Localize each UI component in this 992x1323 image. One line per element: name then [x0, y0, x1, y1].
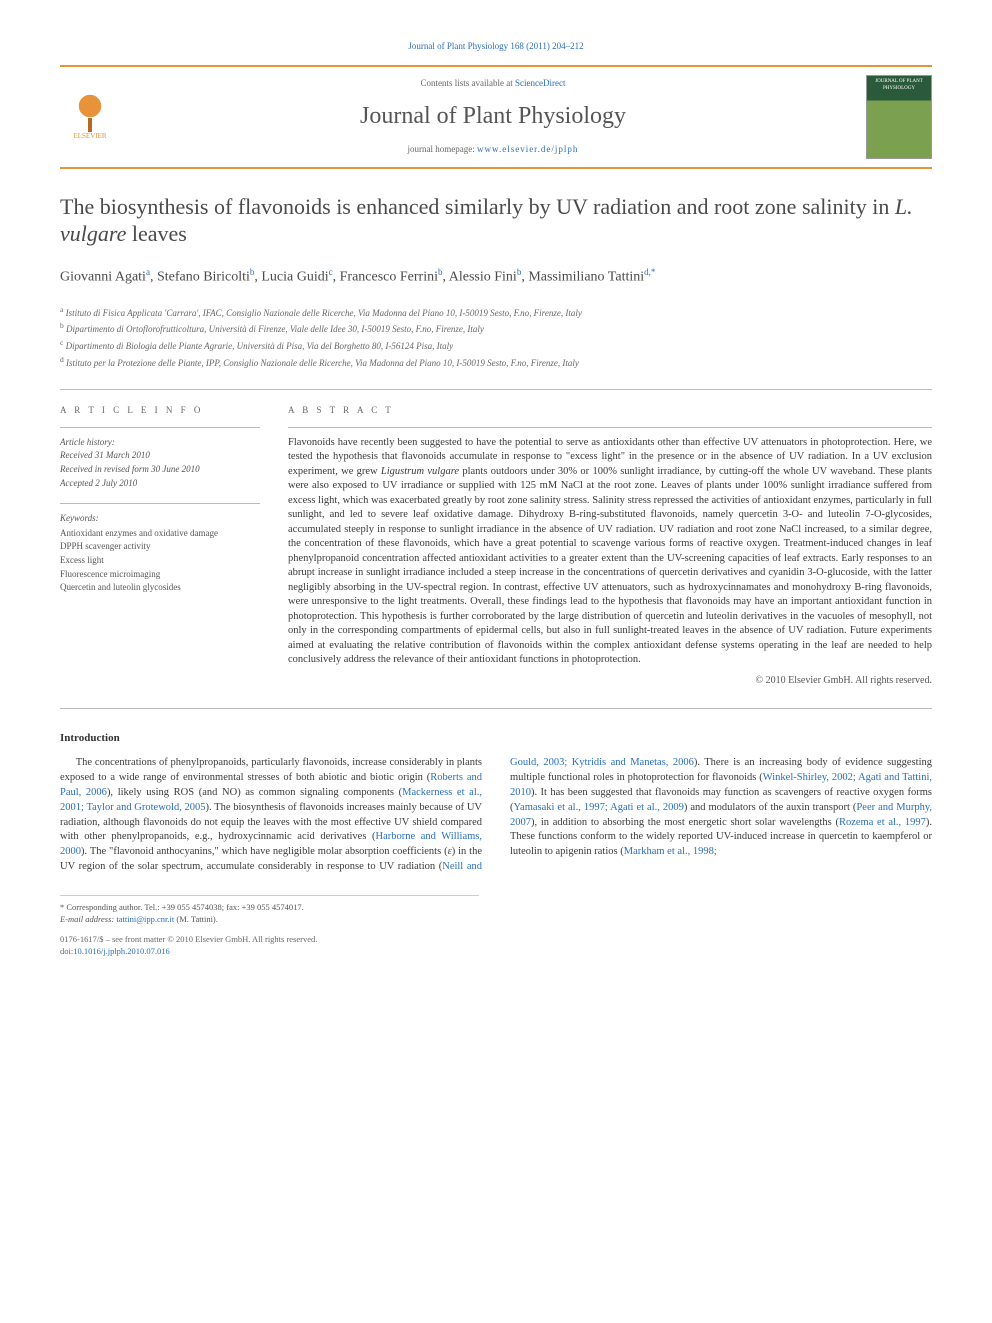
- homepage-line: journal homepage: www.elsevier.de/jplph: [132, 143, 854, 156]
- keyword: Excess light: [60, 554, 260, 567]
- body-two-columns: The concentrations of phenylpropanoids, …: [60, 756, 932, 875]
- author: Lucia Guidi: [261, 269, 328, 284]
- body-text: ). The "flavonoid anthocyanins," which h…: [81, 846, 448, 857]
- homepage-link[interactable]: www.elsevier.de/jplph: [477, 144, 578, 154]
- contents-line: Contents lists available at ScienceDirec…: [132, 77, 854, 90]
- author-affil-sup: b: [438, 267, 443, 277]
- corresponding-star: *: [651, 267, 656, 277]
- citation-link[interactable]: Yamasaki et al., 1997; Agati et al., 200…: [514, 802, 684, 813]
- abstract-text: Flavonoids have recently been suggested …: [288, 436, 932, 668]
- author-affil-sup: c: [329, 267, 333, 277]
- keyword: Quercetin and luteolin glycosides: [60, 581, 260, 594]
- doi-label: doi:: [60, 946, 73, 956]
- sciencedirect-link[interactable]: ScienceDirect: [515, 78, 565, 88]
- doi-line: doi:10.1016/j.jplph.2010.07.016: [60, 946, 932, 958]
- title-text-pre: The biosynthesis of flavonoids is enhanc…: [60, 194, 895, 219]
- abstract-italic: Ligustrum vulgare: [381, 466, 459, 477]
- body-text: The concentrations of phenylpropanoids, …: [60, 757, 482, 783]
- journal-title: Journal of Plant Physiology: [132, 100, 854, 134]
- author-affil-sup: b: [250, 267, 255, 277]
- affil-text: Dipartimento di Biologia delle Piante Ag…: [66, 341, 454, 351]
- author: Massimiliano Tattini: [528, 269, 644, 284]
- author: Francesco Ferrini: [340, 269, 438, 284]
- keyword: Fluorescence microimaging: [60, 568, 260, 581]
- article-info-column: A R T I C L E I N F O Article history: R…: [60, 404, 260, 687]
- affiliation: c Dipartimento di Biologia delle Piante …: [60, 338, 932, 353]
- author-affil-sup: d,: [644, 267, 651, 277]
- history-received: Received 31 March 2010: [60, 449, 260, 462]
- email-line: E-mail address: tattini@ipp.cnr.it (M. T…: [60, 914, 479, 926]
- divider: [60, 427, 260, 428]
- body-text: ) and modulators of the auxin transport …: [684, 802, 857, 813]
- author-affil-sup: a: [146, 267, 150, 277]
- article-title: The biosynthesis of flavonoids is enhanc…: [60, 193, 932, 248]
- runhead-journal-link[interactable]: Journal of Plant Physiology 168 (2011) 2…: [408, 41, 583, 51]
- journal-cover-thumbnail[interactable]: JOURNAL OF PLANT PHYSIOLOGY: [866, 75, 932, 159]
- history-label: Article history:: [60, 436, 260, 449]
- title-text-post: leaves: [126, 221, 186, 246]
- divider: [288, 427, 932, 428]
- abstract-head: A B S T R A C T: [288, 404, 932, 417]
- affil-text: Dipartimento di Ortoflorofrutticoltura, …: [66, 324, 484, 334]
- abstract-copyright: © 2010 Elsevier GmbH. All rights reserve…: [288, 674, 932, 688]
- affil-text: Istituto per la Protezione delle Piante,…: [66, 358, 579, 368]
- divider: [60, 708, 932, 709]
- divider: [60, 503, 260, 504]
- author: Stefano Biricolti: [157, 269, 250, 284]
- affiliation: d Istituto per la Protezione delle Piant…: [60, 355, 932, 370]
- abstract-part: plants outdoors under 30% or 100% sunlig…: [288, 466, 932, 665]
- author: Alessio Fini: [449, 269, 517, 284]
- affiliations: a Istituto di Fisica Applicata 'Carrara'…: [60, 305, 932, 369]
- article-history: Article history: Received 31 March 2010 …: [60, 436, 260, 489]
- divider: [60, 389, 932, 390]
- elsevier-logo: ELSEVIER: [60, 82, 120, 152]
- affiliation: a Istituto di Fisica Applicata 'Carrara'…: [60, 305, 932, 320]
- citation-link[interactable]: Rozema et al., 1997: [839, 817, 926, 828]
- body-text: ), likely using ROS (and NO) as common s…: [107, 787, 402, 798]
- email-label: E-mail address:: [60, 914, 116, 924]
- cover-label: JOURNAL OF PLANT PHYSIOLOGY: [875, 79, 923, 91]
- elsevier-tree-icon: [72, 92, 108, 132]
- info-abstract-row: A R T I C L E I N F O Article history: R…: [60, 404, 932, 687]
- citation-link[interactable]: Markham et al., 1998;: [624, 846, 717, 857]
- abstract-column: A B S T R A C T Flavonoids have recently…: [288, 404, 932, 687]
- running-head: Journal of Plant Physiology 168 (2011) 2…: [60, 40, 932, 53]
- author-list: Giovanni Agatia, Stefano Biricoltib, Luc…: [60, 266, 932, 287]
- journal-banner: ELSEVIER Contents lists available at Sci…: [60, 65, 932, 169]
- body-text: ), in addition to absorbing the most ene…: [531, 817, 839, 828]
- intro-paragraph: The concentrations of phenylpropanoids, …: [60, 756, 932, 875]
- homepage-prefix: journal homepage:: [408, 144, 477, 154]
- banner-center: Contents lists available at ScienceDirec…: [132, 77, 854, 156]
- page: Journal of Plant Physiology 168 (2011) 2…: [0, 0, 992, 998]
- affiliation: b Dipartimento di Ortoflorofrutticoltura…: [60, 321, 932, 336]
- page-footer: 0176-1617/$ – see front matter © 2010 El…: [60, 934, 932, 958]
- email-link[interactable]: tattini@ipp.cnr.it: [116, 914, 174, 924]
- article-info-head: A R T I C L E I N F O: [60, 404, 260, 417]
- keywords-block: Keywords: Antioxidant enzymes and oxidat…: [60, 512, 260, 594]
- keywords-label: Keywords:: [60, 512, 260, 525]
- email-suffix: (M. Tattini).: [174, 914, 218, 924]
- affil-text: Istituto di Fisica Applicata 'Carrara', …: [66, 308, 582, 318]
- elsevier-label: ELSEVIER: [73, 132, 106, 142]
- keyword: Antioxidant enzymes and oxidative damage: [60, 527, 260, 540]
- keyword: DPPH scavenger activity: [60, 540, 260, 553]
- author: Giovanni Agati: [60, 269, 146, 284]
- contents-prefix: Contents lists available at: [421, 78, 515, 88]
- author-affil-sup: b: [517, 267, 522, 277]
- issn-line: 0176-1617/$ – see front matter © 2010 El…: [60, 934, 932, 946]
- doi-link[interactable]: 10.1016/j.jplph.2010.07.016: [73, 946, 170, 956]
- history-revised: Received in revised form 30 June 2010: [60, 463, 260, 476]
- history-accepted: Accepted 2 July 2010: [60, 477, 260, 490]
- footnotes: * Corresponding author. Tel.: +39 055 45…: [60, 895, 479, 926]
- introduction-heading: Introduction: [60, 731, 932, 746]
- corresponding-author-note: * Corresponding author. Tel.: +39 055 45…: [60, 902, 479, 914]
